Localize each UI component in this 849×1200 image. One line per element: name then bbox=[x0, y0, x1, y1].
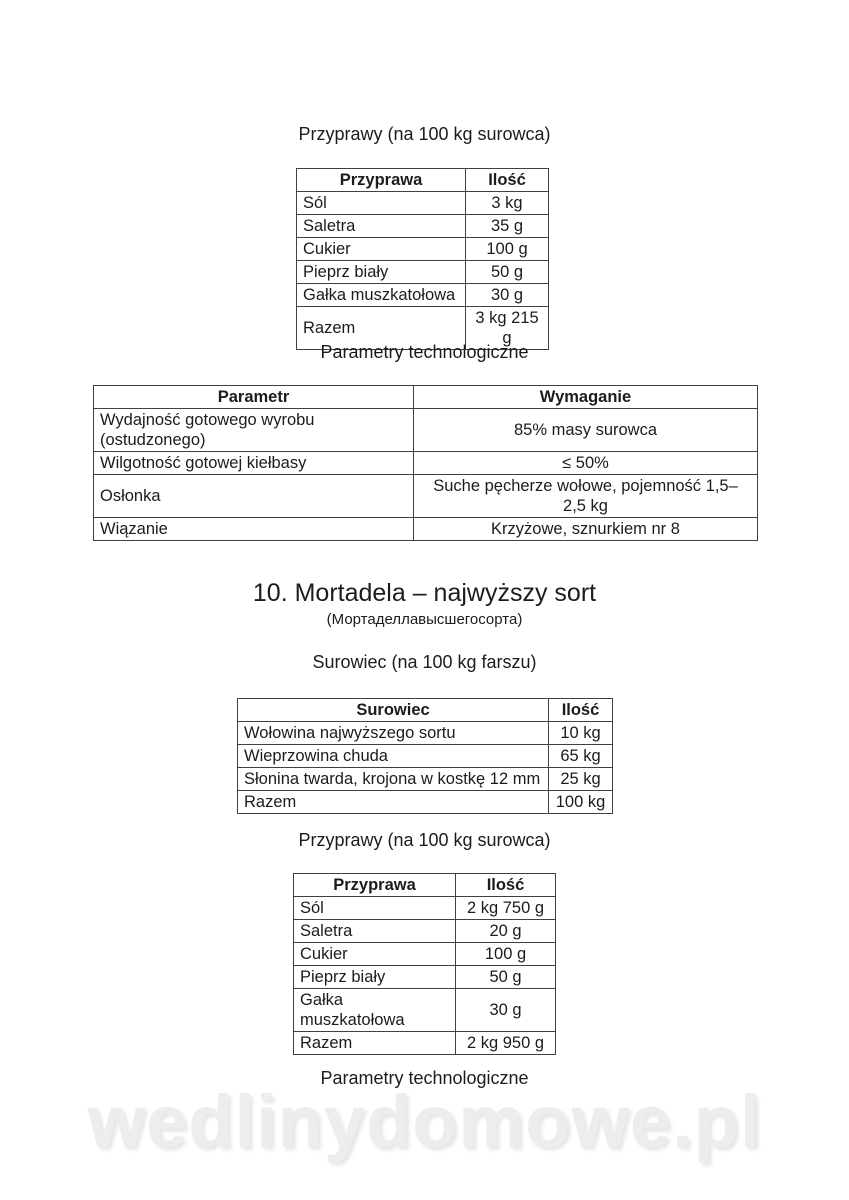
cell-parameter: Wydajność gotowego wyrobu (ostudzonego) bbox=[93, 408, 414, 452]
table-row-total: Razem 2 kg 950 g bbox=[293, 1031, 556, 1055]
cell-amount: 10 kg bbox=[548, 721, 613, 745]
cell-amount: 50 g bbox=[455, 965, 556, 989]
cell-parameter: Wilgotność gotowej kiełbasy bbox=[93, 451, 414, 475]
section-title-params-1: Parametry technologiczne bbox=[320, 342, 529, 362]
cell-parameter: Osłonka bbox=[93, 474, 414, 518]
table-row: Gałka muszkatołowa 30 g bbox=[293, 988, 556, 1032]
surowiec-table: Surowiec Ilość Wołowina najwyższego sort… bbox=[237, 698, 613, 814]
tech-params-table-1: Parametr Wymaganie Wydajność gotowego wy… bbox=[93, 385, 758, 541]
column-header-przyprawa: Przyprawa bbox=[293, 873, 456, 897]
table-row-total: Razem 100 kg bbox=[237, 790, 613, 814]
cell-ingredient: Wołowina najwyższego sortu bbox=[237, 721, 549, 745]
recipe-heading: 10. Mortadela – najwyższy sort bbox=[252, 579, 597, 607]
section-title-spices-1: Przyprawy (na 100 kg surowca) bbox=[298, 124, 551, 144]
cell-amount: 30 g bbox=[465, 283, 549, 307]
table-header-row: Przyprawa Ilość bbox=[293, 873, 556, 897]
column-header-wymaganie: Wymaganie bbox=[413, 385, 758, 409]
table-row: Wołowina najwyższego sortu 10 kg bbox=[237, 721, 613, 745]
cell-amount: 50 g bbox=[465, 260, 549, 284]
cell-ingredient: Pieprz biały bbox=[296, 260, 466, 284]
cell-ingredient: Cukier bbox=[296, 237, 466, 261]
cell-amount: 100 kg bbox=[548, 790, 613, 814]
table-row: Wieprzowina chuda 65 kg bbox=[237, 744, 613, 768]
table-row: Sól 3 kg bbox=[296, 191, 549, 215]
cell-amount: 25 kg bbox=[548, 767, 613, 791]
column-header-ilosc: Ilość bbox=[455, 873, 556, 897]
table-row: Osłonka Suche pęcherze wołowe, pojemność… bbox=[93, 474, 758, 518]
cell-requirement: Krzyżowe, sznurkiem nr 8 bbox=[413, 517, 758, 541]
recipe-subtitle-russian: (Мортаделлавысшегосорта) bbox=[326, 611, 523, 628]
cell-requirement: ≤ 50% bbox=[413, 451, 758, 475]
table-row: Pieprz biały 50 g bbox=[296, 260, 549, 284]
section-title-params-2: Parametry technologiczne bbox=[320, 1068, 529, 1088]
column-header-parametr: Parametr bbox=[93, 385, 414, 409]
cell-amount: 100 g bbox=[465, 237, 549, 261]
column-header-ilosc: Ilość bbox=[465, 168, 549, 192]
cell-ingredient: Razem bbox=[296, 306, 466, 350]
cell-ingredient: Razem bbox=[293, 1031, 456, 1055]
table-row: Wiązanie Krzyżowe, sznurkiem nr 8 bbox=[93, 517, 758, 541]
column-header-surowiec: Surowiec bbox=[237, 698, 549, 722]
table-header-row: Parametr Wymaganie bbox=[93, 385, 758, 409]
table-header-row: Surowiec Ilość bbox=[237, 698, 613, 722]
cell-amount: 30 g bbox=[455, 988, 556, 1032]
cell-amount: 2 kg 950 g bbox=[455, 1031, 556, 1055]
cell-ingredient: Wieprzowina chuda bbox=[237, 744, 549, 768]
table-row: Cukier 100 g bbox=[296, 237, 549, 261]
table-row: Saletra 35 g bbox=[296, 214, 549, 238]
table-row-total: Razem 3 kg 215 g bbox=[296, 306, 549, 350]
table-row: Gałka muszkatołowa 30 g bbox=[296, 283, 549, 307]
cell-ingredient: Słonina twarda, krojona w kostkę 12 mm bbox=[237, 767, 549, 791]
table-row: Cukier 100 g bbox=[293, 942, 556, 966]
table-row: Wydajność gotowego wyrobu (ostudzonego) … bbox=[93, 408, 758, 452]
cell-requirement: Suche pęcherze wołowe, pojemność 1,5– 2,… bbox=[413, 474, 758, 518]
cell-ingredient: Sól bbox=[296, 191, 466, 215]
cell-ingredient: Sól bbox=[293, 896, 456, 920]
column-header-przyprawa: Przyprawa bbox=[296, 168, 466, 192]
table-row: Saletra 20 g bbox=[293, 919, 556, 943]
spices-table-1: Przyprawa Ilość Sól 3 kg Saletra 35 g Cu… bbox=[296, 168, 549, 350]
cell-ingredient: Cukier bbox=[293, 942, 456, 966]
cell-amount: 100 g bbox=[455, 942, 556, 966]
table-row: Wilgotność gotowej kiełbasy ≤ 50% bbox=[93, 451, 758, 475]
watermark-text: wedlinydomowe.pl bbox=[87, 1080, 762, 1163]
cell-ingredient: Saletra bbox=[296, 214, 466, 238]
table-row: Pieprz biały 50 g bbox=[293, 965, 556, 989]
cell-amount: 20 g bbox=[455, 919, 556, 943]
column-header-ilosc: Ilość bbox=[548, 698, 613, 722]
cell-ingredient: Pieprz biały bbox=[293, 965, 456, 989]
table-header-row: Przyprawa Ilość bbox=[296, 168, 549, 192]
cell-parameter: Wiązanie bbox=[93, 517, 414, 541]
spices-table-2: Przyprawa Ilość Sól 2 kg 750 g Saletra 2… bbox=[293, 873, 556, 1055]
section-title-surowiec: Surowiec (na 100 kg farszu) bbox=[312, 652, 537, 672]
cell-ingredient: Gałka muszkatołowa bbox=[293, 988, 456, 1032]
table-row: Słonina twarda, krojona w kostkę 12 mm 2… bbox=[237, 767, 613, 791]
table-row: Sól 2 kg 750 g bbox=[293, 896, 556, 920]
cell-requirement: 85% masy surowca bbox=[413, 408, 758, 452]
cell-amount: 35 g bbox=[465, 214, 549, 238]
section-title-spices-2: Przyprawy (na 100 kg surowca) bbox=[298, 830, 551, 850]
cell-ingredient: Saletra bbox=[293, 919, 456, 943]
cell-ingredient: Razem bbox=[237, 790, 549, 814]
cell-ingredient: Gałka muszkatołowa bbox=[296, 283, 466, 307]
cell-amount: 3 kg bbox=[465, 191, 549, 215]
cell-amount: 2 kg 750 g bbox=[455, 896, 556, 920]
cell-amount: 65 kg bbox=[548, 744, 613, 768]
cell-amount: 3 kg 215 g bbox=[465, 306, 549, 350]
